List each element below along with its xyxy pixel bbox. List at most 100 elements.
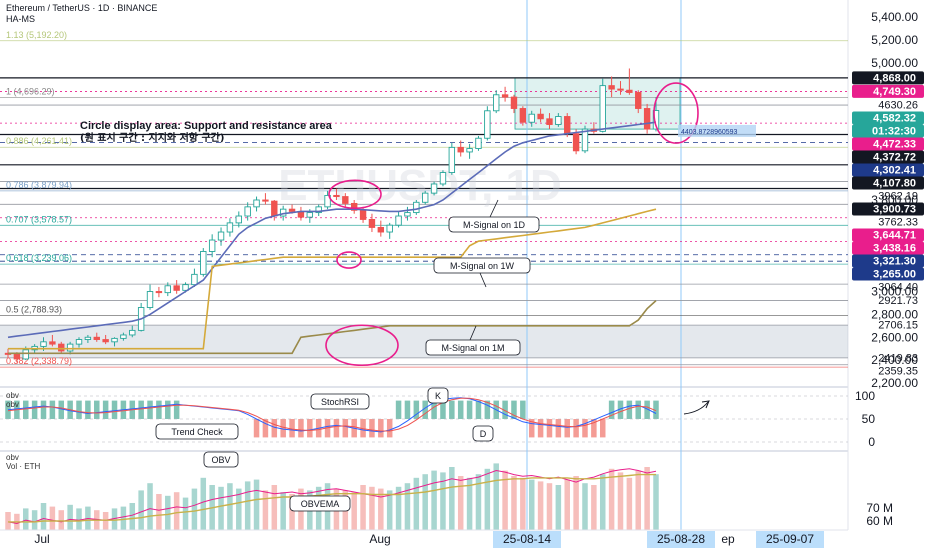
volume-bar: [546, 483, 553, 530]
candle-body: [84, 336, 92, 340]
trend-check-bar: [537, 419, 544, 438]
annotation-title: Circle display area: Support and resista…: [80, 120, 333, 132]
trend-check-bar: [333, 419, 340, 438]
candle-body: [226, 222, 234, 233]
m-signal-1d-label-box: [448, 216, 540, 233]
volume-bar: [40, 503, 47, 530]
candle-body: [519, 108, 527, 123]
volume-bar: [271, 485, 278, 530]
m-signal-1w-line: [8, 208, 657, 350]
volume-bar: [23, 508, 29, 530]
candle-body: [49, 341, 56, 345]
volume-bar: [599, 474, 606, 530]
panel-divider: [0, 450, 848, 452]
fib-level-label: 1 (4,696.29): [6, 86, 55, 96]
price-label-bg: [852, 163, 924, 177]
trend-check-bar: [23, 400, 29, 419]
trend-check-label-box: [155, 423, 239, 440]
candle-body: [164, 285, 171, 294]
m-signal-1d-line: [7, 121, 657, 339]
fib-level-label: 0.5 (2,788.93): [6, 305, 62, 315]
price-axis-tick: 5,400.00: [871, 10, 918, 24]
volume-bar: [67, 504, 73, 530]
trend-check-bar: [431, 400, 437, 419]
candle-body: [501, 94, 509, 98]
trend-check-bar: [653, 400, 659, 419]
candle-body: [377, 226, 385, 233]
obvema-callout: OBVEMA: [301, 499, 340, 509]
price-label: 4,302.41: [873, 165, 916, 177]
fib-level-label: 0.886 (4,261.41): [6, 136, 72, 146]
indicator-name: HA-MS: [6, 14, 35, 24]
candle-body: [395, 215, 402, 226]
candle-body: [493, 94, 500, 112]
volume-bar: [244, 481, 251, 530]
volume-bar: [457, 476, 464, 530]
candle-body: [262, 199, 269, 202]
volume-bar: [369, 486, 375, 530]
trend-check-bar: [644, 400, 650, 419]
price-label: 3762.33: [878, 217, 918, 229]
trend-check-bar: [165, 400, 171, 419]
volume-bar: [360, 485, 366, 530]
k-label: K: [435, 391, 441, 401]
candle-body: [306, 212, 314, 218]
candle-body: [510, 96, 518, 109]
date-highlight-bg: [756, 531, 824, 548]
obvema-line: [8, 473, 656, 523]
volume-bar: [200, 477, 207, 530]
trend-check-bar: [111, 400, 118, 419]
trend-check-bar: [617, 400, 624, 419]
volume-bar: [466, 477, 473, 530]
candle-body: [608, 85, 615, 90]
price-label: 3064.40: [878, 282, 918, 294]
candle-body: [58, 343, 65, 352]
volume-bar: [49, 506, 56, 530]
obv-callout-box: [203, 451, 239, 468]
candle-body: [484, 110, 491, 139]
price-label: 2921.73: [878, 295, 918, 307]
volume-bar: [440, 472, 446, 530]
volume-bar: [236, 488, 242, 530]
volume-bar: [635, 470, 641, 530]
trend-check-bar: [49, 400, 56, 419]
trend-check-bar: [40, 400, 47, 419]
fib-level-label: 1.13 (5,192.20): [6, 30, 67, 40]
volume-bar: [608, 468, 615, 530]
fib-level-label: 0.786 (3,879.94): [6, 180, 72, 190]
trend-check-bar: [511, 400, 517, 419]
volume-bar: [511, 476, 517, 530]
trend-check-bar: [582, 419, 588, 438]
candle-body: [253, 199, 260, 208]
trend-check-bar: [440, 400, 446, 419]
price-label: 2706.15: [878, 320, 918, 332]
volume-bar: [475, 474, 482, 530]
trend-check-bar: [76, 400, 82, 419]
trend-check-bar: [280, 419, 286, 438]
price-label: 3,644.71: [873, 230, 916, 242]
candle-body: [413, 201, 420, 214]
candle-body: [626, 89, 633, 93]
price-label-bg: [852, 124, 924, 138]
candle-body: [368, 218, 376, 228]
x-axis-tick: Jul: [34, 532, 49, 546]
m-signal-1w-label: M-Signal on 1W: [450, 261, 515, 271]
candle-body: [564, 116, 571, 135]
volume-bar: [253, 479, 260, 530]
watermark: ETHUSDT, 1D: [278, 161, 562, 210]
stoch-panel-label: obv: [6, 400, 19, 409]
trend-check-bar: [484, 400, 491, 419]
date-highlight-bg: [647, 531, 715, 548]
trend-check-bar: [378, 419, 384, 438]
trend-check-bar: [608, 400, 615, 419]
price-label-bg: [852, 150, 924, 164]
candle-body: [120, 334, 127, 339]
volume-bar: [644, 467, 650, 530]
candle-body: [288, 208, 296, 212]
support-resistance-circle: [653, 82, 699, 144]
fib-level-label: 0.618 (3,239.06): [6, 253, 72, 263]
volume-bar: [617, 472, 624, 530]
stoch-axis-tick: 100: [855, 389, 875, 403]
callout-pointer: [469, 325, 477, 341]
